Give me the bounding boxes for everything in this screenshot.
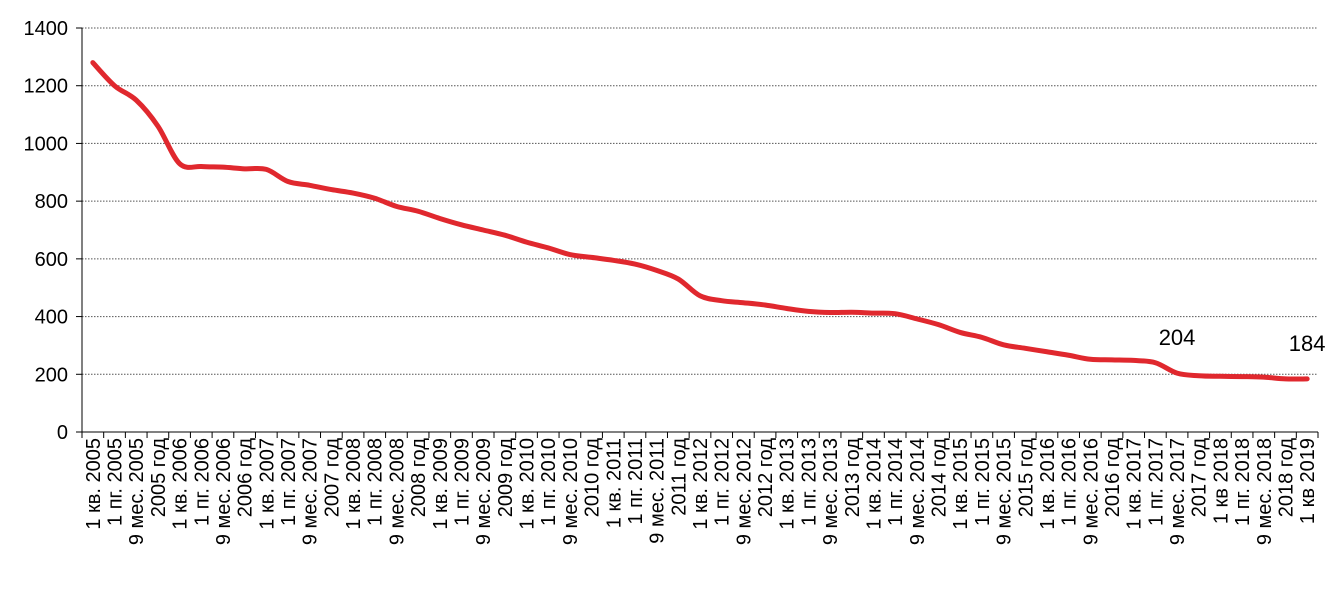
y-tick-label: 0 [57,422,68,444]
x-tick-label: 9 мес. 2008 [386,438,408,545]
x-tick-label: 2014 год [929,438,951,518]
data-label: 184 [1289,331,1326,356]
data-labels: 204 184 [1159,325,1326,356]
x-tick-label: 2005 год [148,438,170,518]
x-tick-label: 9 мес. 2014 [907,438,929,545]
data-label: 204 [1159,325,1196,350]
x-tick-label: 9 мес. 2018 [1254,438,1276,545]
x-tick-label: 2006 год [235,438,257,518]
x-tick-label: 1 пг. 2012 [712,438,734,526]
x-tick-label: 1 кв. 2006 [170,438,192,530]
x-tick-label: 1 пг. 2010 [538,438,560,526]
x-tick-label: 9 мес. 2017 [1167,438,1189,545]
x-tick-label: 2010 год [582,438,604,518]
x-tick-label: 9 мес. 2016 [1080,438,1102,545]
x-tick-label: 1 пг. 2017 [1145,438,1167,526]
x-tick-label: 1 кв. 2008 [343,438,365,530]
y-axis: 0 200 400 600 800 1000 1200 1400 [24,18,83,444]
x-tick-label: 9 мес. 2015 [994,438,1016,545]
x-tick-label: 2015 год [1015,438,1037,518]
x-tick-label: 1 кв. 2016 [1037,438,1059,530]
y-tick-label: 1000 [24,133,69,155]
x-tick-label: 2016 год [1102,438,1124,518]
x-tick-label: 1 кв. 2017 [1124,438,1146,530]
x-tick-label: 1 пг. 2008 [365,438,387,526]
y-tick-label: 1400 [24,18,69,40]
y-tick-label: 600 [35,249,68,271]
x-tick-label: 2012 год [755,438,777,518]
x-tick-label: 1 кв. 2007 [256,438,278,530]
x-tick-label: 1 кв. 2014 [863,438,885,530]
x-tick-label: 1 пг. 2016 [1059,438,1081,526]
y-tick-label: 400 [35,307,68,329]
y-tick-label: 200 [35,364,68,386]
x-tick-label: 1 кв. 2015 [950,438,972,530]
series-line [90,60,1310,382]
x-tick-label: 1 кв. 2010 [517,438,539,530]
x-axis: 1 кв. 2005 1 пг. 2005 9 мес. 2005 2005 год 1… [81,431,1319,545]
x-tick-label: 9 мес. 2013 [820,438,842,545]
x-tick-label: 1 пг. 2013 [798,438,820,526]
x-tick-label: 1 кв. 2012 [690,438,712,530]
x-tick-label: 9 мес. 2011 [647,438,669,544]
x-tick-label: 2013 год [842,438,864,518]
x-tick-label: 1 пг. 2014 [885,438,907,526]
x-tick-label: 9 мес. 2007 [300,438,322,545]
x-tick-label: 9 мес. 2005 [126,438,148,545]
x-tick-label: 1 пг. 2009 [451,438,473,526]
x-tick-label: 2008 год [408,438,430,518]
x-tick-label: 1 кв. 2011 [603,438,625,528]
x-tick-label: 1 пг. 2006 [191,438,213,526]
x-tick-label: 1 пг. 2007 [278,438,300,526]
x-tick-label: 2017 год [1189,438,1211,518]
gridlines [82,27,1318,375]
x-tick-label: 1 пг. 2005 [105,438,127,526]
x-tick-label: 1 кв 2018 [1210,438,1232,524]
x-tick-label: 2011 год [668,438,690,516]
series-layer [90,60,1310,382]
x-tick-label: 2007 год [321,438,343,518]
x-tick-label: 1 кв 2019 [1297,438,1319,524]
x-tick-label: 9 мес. 2012 [733,438,755,545]
x-tick-label: 1 пг. 2015 [972,438,994,526]
x-tick-label: 2009 год [495,438,517,518]
x-tick-label: 2018 год [1275,438,1297,518]
x-tick-label: 9 мес. 2009 [473,438,495,545]
y-tick-label: 800 [35,191,68,213]
x-tick-label: 1 пг. 2011 [625,438,647,524]
y-tick-label: 1200 [24,76,69,98]
x-tick-label: 9 мес. 2006 [213,438,235,545]
x-tick-label: 1 кв. 2013 [777,438,799,530]
x-tick-label: 1 пг. 2018 [1232,438,1254,526]
x-tick-label: 1 кв. 2005 [83,438,105,530]
x-tick-label: 1 кв. 2009 [430,438,452,530]
x-tick-label: 9 мес. 2010 [560,438,582,545]
